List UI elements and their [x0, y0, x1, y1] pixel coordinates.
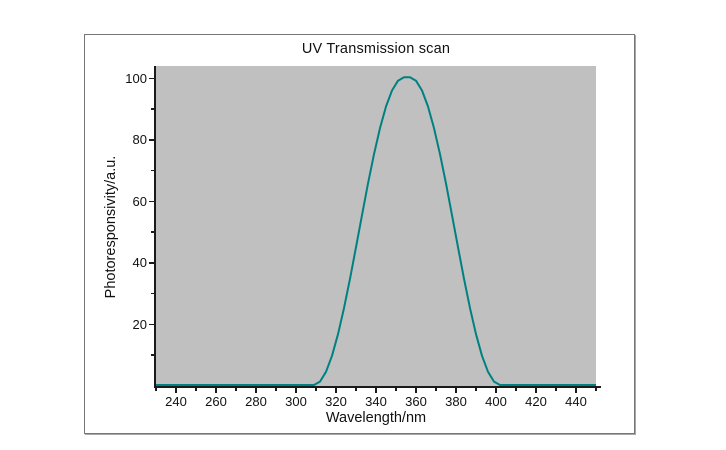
x-tick-label: 280: [245, 394, 267, 409]
x-major-tick: [175, 388, 177, 393]
x-minor-tick: [315, 388, 317, 391]
x-minor-tick: [515, 388, 517, 391]
curve-polyline: [156, 76, 596, 386]
plot-area: [156, 66, 596, 386]
x-tick-label: 380: [445, 394, 467, 409]
y-major-tick: [149, 139, 154, 141]
y-major-tick: [149, 200, 154, 203]
transmission-curve: [156, 76, 596, 386]
x-tick-label: 300: [285, 394, 307, 409]
y-tick-label: 100: [125, 70, 147, 86]
x-tick-label: 400: [485, 394, 507, 409]
x-tick-label: 340: [365, 394, 387, 409]
x-minor-tick: [555, 388, 557, 391]
x-minor-tick: [395, 388, 397, 391]
x-minor-tick: [475, 388, 477, 391]
x-tick-label: 260: [205, 394, 227, 409]
x-tick-label: 440: [565, 394, 587, 409]
y-major-tick: [149, 77, 154, 80]
x-major-tick: [575, 388, 577, 393]
y-minor-tick: [151, 292, 154, 295]
x-major-tick: [495, 388, 497, 393]
y-tick-label: 60: [132, 193, 147, 209]
x-major-tick: [455, 388, 457, 393]
x-axis-title: Wavelength/nm: [325, 410, 427, 426]
x-minor-tick: [155, 388, 157, 391]
x-major-tick: [295, 388, 297, 393]
x-minor-tick: [195, 388, 197, 391]
y-minor-tick: [151, 169, 154, 172]
y-axis-line: [154, 66, 156, 388]
x-major-tick: [375, 388, 377, 393]
chart-title: UV Transmission scan: [301, 41, 451, 57]
x-tick-label: 320: [325, 394, 347, 409]
x-major-tick: [535, 388, 537, 393]
x-minor-tick: [355, 388, 357, 391]
x-minor-tick: [235, 388, 237, 391]
y-major-tick: [149, 323, 154, 326]
x-major-tick: [415, 388, 417, 393]
y-tick-label: 40: [132, 255, 147, 271]
x-axis-line: [154, 386, 601, 388]
y-minor-tick: [151, 108, 154, 110]
x-tick-label: 240: [165, 394, 187, 409]
x-minor-tick: [595, 388, 597, 391]
x-tick-label: 360: [405, 394, 427, 409]
x-tick-label: 420: [525, 394, 547, 409]
y-tick-label: 80: [132, 132, 147, 148]
chart-frame: UV Transmission scan Wavelength/nm Photo…: [84, 34, 635, 434]
y-minor-tick: [151, 354, 154, 356]
x-minor-tick: [435, 388, 437, 391]
y-tick-label: 20: [132, 316, 147, 332]
y-minor-tick: [151, 231, 154, 233]
x-minor-tick: [275, 388, 277, 391]
y-major-tick: [149, 262, 154, 264]
y-axis-title: Photoresponsivity/a.u.: [103, 155, 119, 299]
x-major-tick: [335, 388, 337, 393]
x-major-tick: [255, 388, 257, 393]
x-major-tick: [215, 388, 217, 393]
